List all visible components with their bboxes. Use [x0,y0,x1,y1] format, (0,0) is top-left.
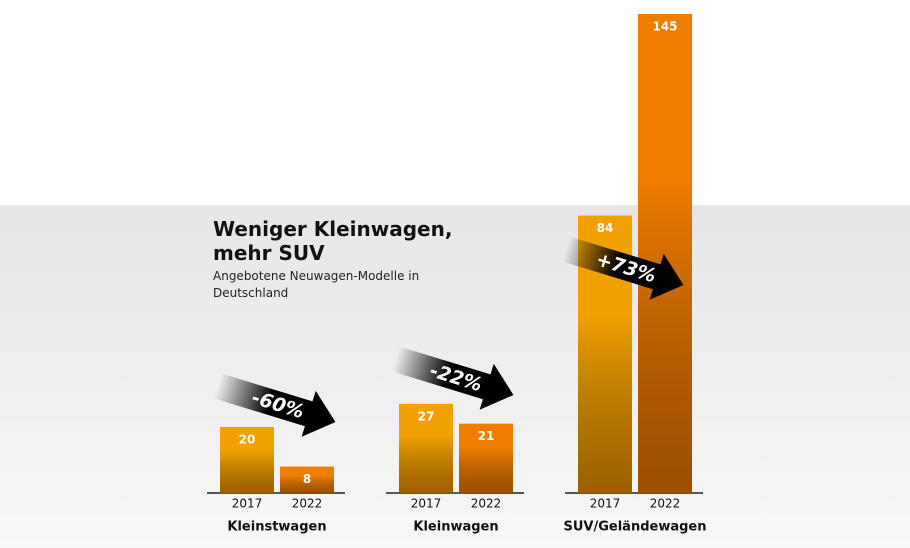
category-label: Kleinstwagen [227,520,326,535]
bar-shade [220,426,274,493]
change-arrow: +73% [562,236,684,300]
value-label: 20 [239,432,256,446]
value-label: 27 [418,409,435,423]
bar-shade [280,466,334,493]
x-tick-label: 2022 [292,497,323,511]
value-label: 84 [597,221,614,235]
value-label: 145 [652,20,677,34]
x-tick-label: 2017 [411,497,442,511]
bar-shade [638,14,692,493]
arrow-shape [214,373,336,437]
value-label: 21 [478,429,495,443]
bar-shade [399,403,453,493]
category-label: Kleinwagen [413,520,498,535]
x-tick-label: 2017 [232,497,263,511]
arrow-shape [562,236,684,300]
arrow-shape [392,346,514,410]
x-tick-label: 2017 [590,497,621,511]
chart-subtitle: Angebotene Neuwagen-Modelle in Deutschla… [213,269,420,300]
bar-shade [459,423,513,493]
x-tick-label: 2022 [650,497,681,511]
chart-title: Weniger Kleinwagen, mehr SUV [213,217,453,265]
category-label: SUV/Geländewagen [564,520,707,535]
value-label: 8 [303,472,311,486]
x-tick-label: 2022 [471,497,502,511]
